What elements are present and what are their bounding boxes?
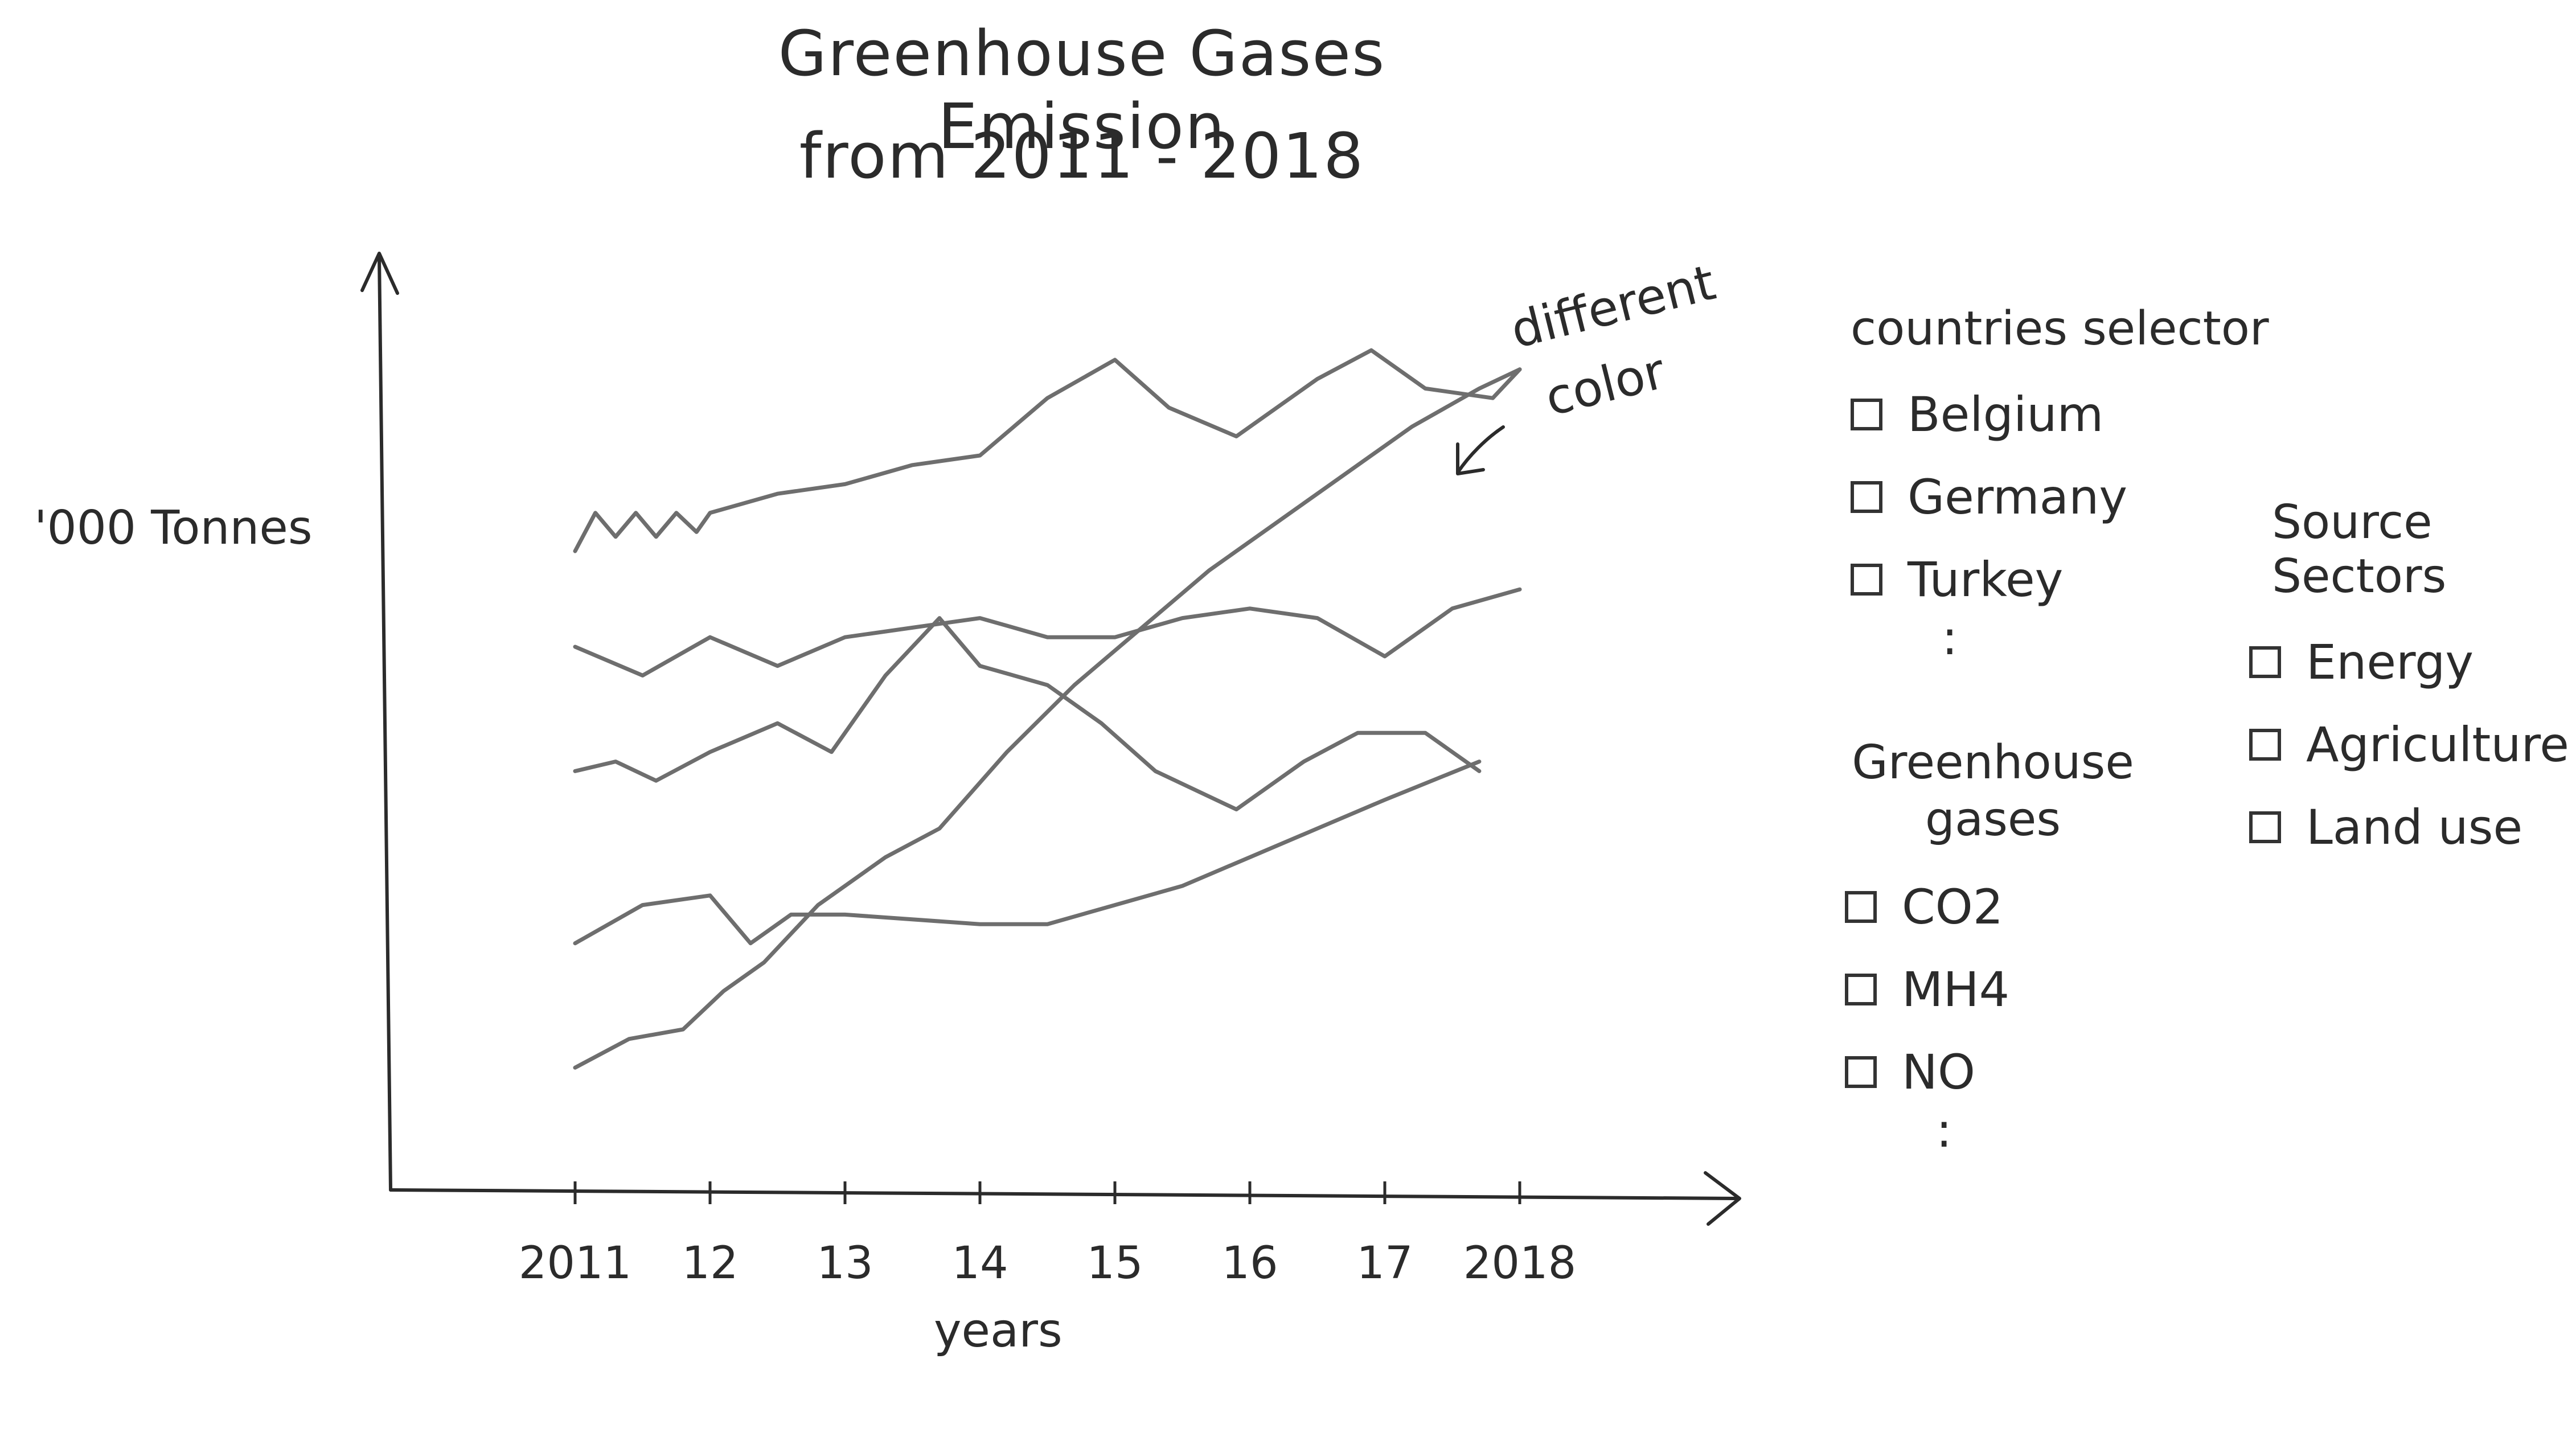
checkbox-mh4[interactable] bbox=[1845, 973, 1877, 1005]
gas-label-no: NO bbox=[1902, 1044, 1975, 1100]
country-option-germany[interactable]: Germany bbox=[1851, 455, 2269, 538]
x-tick-label-12: 12 bbox=[682, 1238, 738, 1289]
gas-option-mh4[interactable]: MH4 bbox=[1845, 948, 2141, 1031]
checkbox-no[interactable] bbox=[1845, 1056, 1877, 1088]
countries-selector-panel: countries selector Belgium Germany Turke… bbox=[1851, 302, 2269, 666]
series-line-4 bbox=[573, 760, 1482, 946]
chart-axes bbox=[360, 252, 1741, 1226]
annotation-arrow-stroke bbox=[1456, 425, 1505, 474]
checkbox-belgium[interactable] bbox=[1851, 398, 1882, 430]
country-label-turkey: Turkey bbox=[1908, 551, 2064, 607]
sector-option-land-use[interactable]: Land use bbox=[2249, 786, 2576, 868]
countries-selector-title: countries selector bbox=[1851, 302, 2269, 356]
y-axis-line bbox=[378, 254, 392, 1192]
x-tick-label-15: 15 bbox=[1086, 1238, 1143, 1289]
chart-title-line1: Greenhouse Gases Emission bbox=[778, 17, 1386, 163]
country-option-turkey[interactable]: Turkey bbox=[1851, 538, 2269, 621]
gases-more-indicator: : bbox=[1936, 1102, 1952, 1158]
y-axis-arrowhead bbox=[360, 252, 399, 295]
x-axis-arrowhead bbox=[1704, 1171, 1741, 1226]
sector-label-agriculture: Agriculture bbox=[2306, 716, 2569, 773]
x-tick-label-16: 16 bbox=[1221, 1238, 1278, 1289]
gas-label-mh4: MH4 bbox=[1902, 961, 2010, 1017]
checkbox-energy[interactable] bbox=[2249, 646, 2281, 678]
x-axis-label: years bbox=[934, 1304, 1063, 1358]
checkbox-turkey[interactable] bbox=[1851, 563, 1882, 596]
series-line-1 bbox=[573, 348, 1522, 553]
annotation-arrow-head bbox=[1456, 442, 1485, 475]
greenhouse-gases-panel: Greenhouse gases CO2 MH4 NO : bbox=[1845, 734, 2141, 1158]
sector-label-energy: Energy bbox=[2306, 634, 2474, 690]
countries-more-indicator: : bbox=[1942, 610, 1958, 666]
sector-option-agriculture[interactable]: Agriculture bbox=[2249, 703, 2576, 786]
x-tick-label-13: 13 bbox=[817, 1238, 873, 1289]
gases-title: Greenhouse gases bbox=[1845, 734, 2141, 848]
series-line-5 bbox=[573, 367, 1522, 1070]
source-sectors-title: Source Sectors bbox=[2272, 495, 2447, 604]
x-tick-label-14: 14 bbox=[951, 1238, 1008, 1289]
gases-title-line2: gases bbox=[1925, 793, 2061, 847]
country-label-germany: Germany bbox=[1908, 469, 2128, 525]
checkbox-germany[interactable] bbox=[1851, 481, 1882, 513]
gas-option-co2[interactable]: CO2 bbox=[1845, 865, 2141, 948]
gas-option-no[interactable]: NO bbox=[1845, 1031, 2141, 1113]
gas-label-co2: CO2 bbox=[1902, 879, 2004, 935]
checkbox-co2[interactable] bbox=[1845, 890, 1877, 923]
x-tick-label-2011: 2011 bbox=[519, 1238, 632, 1289]
country-option-belgium[interactable]: Belgium bbox=[1851, 373, 2269, 455]
gases-title-line1: Greenhouse bbox=[1852, 736, 2134, 790]
x-tick-label-17: 17 bbox=[1356, 1238, 1413, 1289]
y-axis-label: '000 Tonnes bbox=[34, 501, 313, 555]
sector-label-land-use: Land use bbox=[2306, 799, 2523, 855]
source-sectors-panel: Source Sectors Energy Agriculture Land u… bbox=[2249, 495, 2576, 868]
annotation-arrow bbox=[1456, 425, 1505, 475]
checkbox-agriculture[interactable] bbox=[2249, 728, 2281, 761]
x-axis-line bbox=[389, 1188, 1738, 1200]
series-line-2 bbox=[573, 587, 1522, 678]
country-label-belgium: Belgium bbox=[1908, 386, 2104, 442]
checkbox-land-use[interactable] bbox=[2249, 811, 2281, 843]
series-line-3 bbox=[573, 616, 1482, 812]
x-tick-label-2018: 2018 bbox=[1463, 1238, 1577, 1289]
sector-option-energy[interactable]: Energy bbox=[2249, 621, 2576, 703]
chart-title-line2: from 2011 - 2018 bbox=[799, 120, 1365, 192]
